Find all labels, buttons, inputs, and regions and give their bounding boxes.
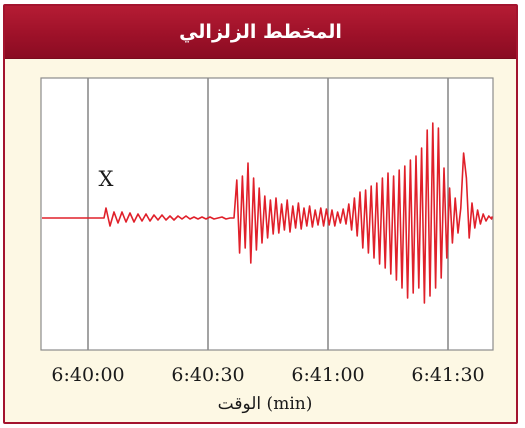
x-tick-label-2: 6:41:00 (291, 364, 364, 386)
chart-title: المخطط الزلزالي (179, 21, 342, 43)
event-marker-label: X (99, 167, 114, 191)
seismic-trace (42, 122, 493, 304)
x-tick-label-0: 6:40:00 (51, 364, 124, 386)
x-axis-label: الوقت (min) (218, 394, 313, 414)
x-tick-label-3: 6:41:30 (411, 364, 484, 386)
chart-header: المخطط الزلزالي (5, 6, 516, 59)
x-tick-label-1: 6:40:30 (171, 364, 244, 386)
